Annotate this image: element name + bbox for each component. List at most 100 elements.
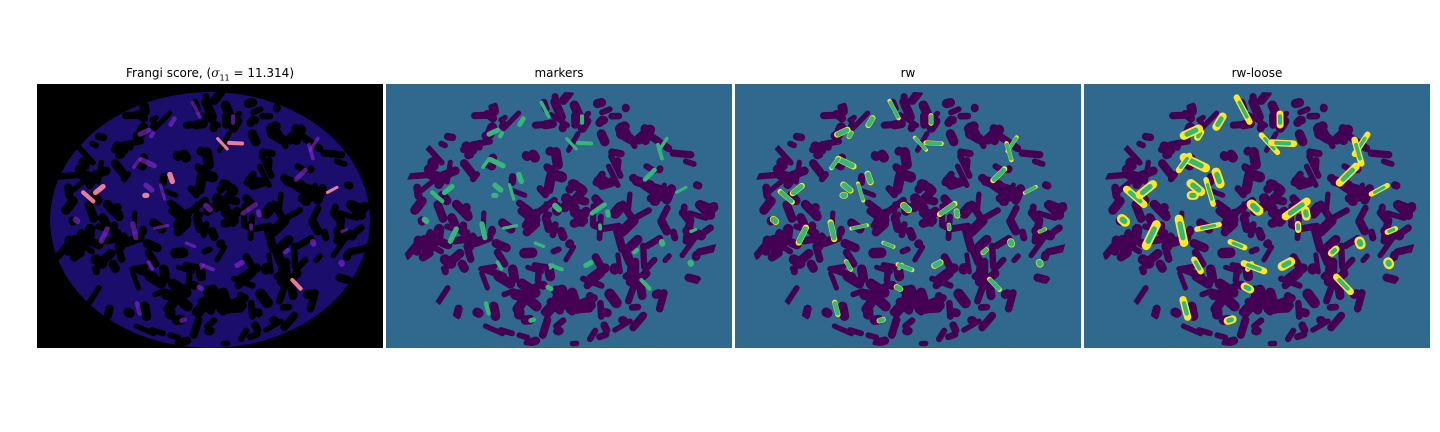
tissue-blob bbox=[343, 181, 354, 190]
tissue-blob bbox=[170, 247, 189, 259]
tissue-blob bbox=[522, 284, 534, 294]
tissue-blob bbox=[1035, 210, 1058, 221]
tissue-blob bbox=[64, 183, 74, 200]
vessel-region bbox=[605, 209, 611, 218]
tissue-blob bbox=[85, 176, 97, 190]
tissue-blob bbox=[260, 263, 272, 275]
vessel-region bbox=[421, 216, 430, 225]
vessel-region bbox=[507, 183, 516, 201]
tissue-blob bbox=[201, 97, 217, 122]
tissue-blob bbox=[444, 248, 465, 268]
tissue-blob bbox=[999, 197, 1009, 206]
tissue-blob bbox=[438, 166, 460, 180]
tissue-blob bbox=[447, 213, 460, 229]
vessel-region bbox=[988, 277, 1001, 291]
tissue-blob bbox=[437, 190, 452, 206]
tissue-blob bbox=[914, 131, 930, 153]
tissue-blob bbox=[980, 257, 989, 285]
tissue-blob bbox=[907, 121, 917, 133]
vessel-region bbox=[487, 157, 506, 169]
tissue-blob bbox=[890, 213, 903, 233]
tissue-blob bbox=[76, 144, 96, 166]
vessel-region bbox=[533, 241, 546, 249]
tissue-blob bbox=[662, 253, 672, 264]
tissue-blob bbox=[565, 184, 575, 194]
sigma-symbol: σ bbox=[211, 66, 220, 80]
tissue-blob bbox=[974, 191, 982, 217]
tissue-blob bbox=[251, 321, 262, 335]
tissue-blob bbox=[403, 171, 431, 180]
vessel-region bbox=[230, 114, 236, 125]
tissue-blob bbox=[1217, 247, 1236, 259]
tissue-blob bbox=[237, 327, 250, 343]
tissue-blob bbox=[425, 144, 445, 166]
tissue-blob bbox=[586, 327, 599, 343]
tissue-blob bbox=[1263, 184, 1273, 194]
tissue-blob bbox=[72, 238, 90, 258]
tissue-blob bbox=[899, 97, 915, 122]
tissue-blob bbox=[333, 225, 358, 241]
tissue-blob bbox=[1298, 321, 1309, 335]
tissue-blob bbox=[701, 224, 714, 235]
tissue-blob bbox=[197, 297, 216, 315]
tissue-blob bbox=[161, 289, 178, 301]
tissue-blob bbox=[953, 288, 971, 309]
tissue-blob bbox=[460, 146, 477, 155]
vessel-region bbox=[338, 259, 345, 267]
tissue-blob bbox=[1239, 213, 1252, 233]
tissue-blob bbox=[92, 266, 100, 276]
tissue-blob bbox=[413, 183, 423, 200]
tissue-blob bbox=[228, 116, 243, 133]
tissue-blob bbox=[1390, 181, 1401, 190]
tissue-blob bbox=[550, 97, 566, 122]
tissue-blob bbox=[655, 289, 668, 313]
tissue-blob bbox=[686, 210, 709, 221]
tissue-blob bbox=[972, 128, 987, 150]
panel-rw: rw bbox=[735, 0, 1081, 360]
tissue-blob bbox=[902, 317, 916, 330]
tissue-blob bbox=[540, 119, 557, 130]
tissue-blob bbox=[197, 168, 219, 183]
vessel-region bbox=[836, 157, 855, 169]
tissue-blob bbox=[1111, 183, 1121, 200]
tissue-blob bbox=[947, 175, 958, 186]
tissue-blob bbox=[862, 306, 874, 320]
vessel-region bbox=[1196, 131, 1203, 139]
tissue-blob bbox=[809, 146, 826, 155]
tissue-blob bbox=[596, 129, 610, 147]
tissue-blob bbox=[472, 307, 484, 318]
tissue-blob bbox=[1208, 188, 1226, 198]
tissue-blob bbox=[914, 184, 924, 194]
vessel-region bbox=[840, 192, 848, 199]
vessel-region bbox=[1237, 100, 1249, 119]
tissue-blob bbox=[451, 199, 473, 222]
tissue-blob bbox=[236, 291, 246, 301]
tissue-blob bbox=[902, 326, 913, 336]
tissue-blob bbox=[161, 188, 179, 198]
tissue-blob bbox=[631, 257, 640, 285]
vessel-region bbox=[168, 116, 177, 128]
vessel-region bbox=[283, 247, 291, 255]
vessel-region bbox=[1373, 185, 1386, 194]
tissue-blob bbox=[527, 149, 540, 163]
tissue-blob bbox=[1133, 285, 1149, 306]
vessel-region bbox=[790, 183, 804, 196]
tissue-blob bbox=[1306, 112, 1321, 120]
vessel-region bbox=[991, 167, 1006, 182]
tissue-blob bbox=[1142, 248, 1163, 268]
panel-title-markers: markers bbox=[534, 66, 584, 80]
vessel-region bbox=[545, 284, 554, 292]
tissue-blob bbox=[89, 140, 99, 149]
tissue-blob bbox=[268, 215, 290, 237]
tissue-blob bbox=[234, 110, 243, 119]
tissue-blob bbox=[498, 114, 508, 123]
vessel-region bbox=[492, 182, 504, 193]
title-text: Frangi score, ( bbox=[126, 66, 212, 80]
vessel-region bbox=[142, 192, 150, 199]
tissue-blob bbox=[216, 184, 226, 194]
tissue-blob bbox=[609, 263, 621, 275]
tissue-blob bbox=[1150, 304, 1161, 320]
vessel-region bbox=[947, 223, 952, 231]
tissue-blob bbox=[308, 216, 323, 236]
tissue-blob bbox=[935, 263, 959, 283]
